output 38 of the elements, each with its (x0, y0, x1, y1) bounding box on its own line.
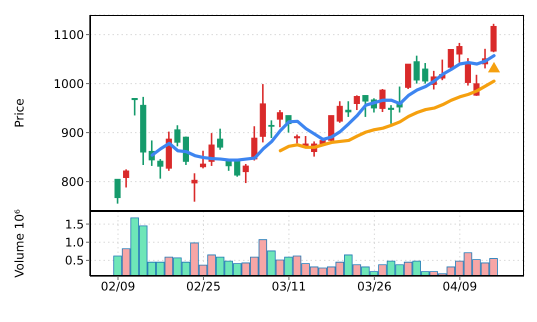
candlestick (114, 178, 121, 204)
y-tick-label: 900 (61, 126, 84, 140)
candlestick (422, 62, 428, 84)
candlestick (405, 63, 412, 90)
candlestick (123, 168, 130, 188)
y-tick-label: 0.5 (64, 254, 84, 268)
candlestick (414, 54, 420, 84)
candlestick (464, 57, 472, 86)
y-tick-label: 800 (61, 174, 84, 189)
candlestick (456, 42, 462, 64)
line-series (278, 80, 496, 152)
candlestick (132, 98, 138, 116)
y-tick-label: 1100 (53, 28, 84, 42)
candlestick (276, 109, 284, 128)
y-tick-label: 1.5 (64, 217, 84, 232)
candlestick (336, 100, 343, 124)
x-tick-label: 02/09 (100, 280, 136, 294)
candlestick (294, 134, 300, 144)
candlestick (448, 48, 454, 70)
candlestick (388, 104, 394, 125)
candlestick (345, 100, 352, 118)
candlestick (354, 94, 360, 111)
x-tick-label: 02/25 (186, 280, 221, 294)
candlestick (200, 150, 206, 170)
x-tick-label: 04/09 (442, 280, 478, 294)
y-tick-label: 1000 (53, 76, 84, 91)
candlestick (174, 124, 180, 148)
y-axis-title: Price (12, 98, 26, 128)
candlestick (362, 94, 368, 118)
candlestick (268, 120, 274, 139)
candlestick (157, 158, 164, 180)
candlestick (242, 163, 249, 184)
y-tick-label: 1.0 (64, 235, 84, 250)
x-tick-label: 03/11 (272, 280, 306, 294)
y-axis-title: Volume 10⁶ (12, 209, 26, 278)
candlestick (191, 172, 198, 202)
candlestick (217, 128, 224, 151)
x-tick-label: 03/26 (357, 280, 392, 294)
